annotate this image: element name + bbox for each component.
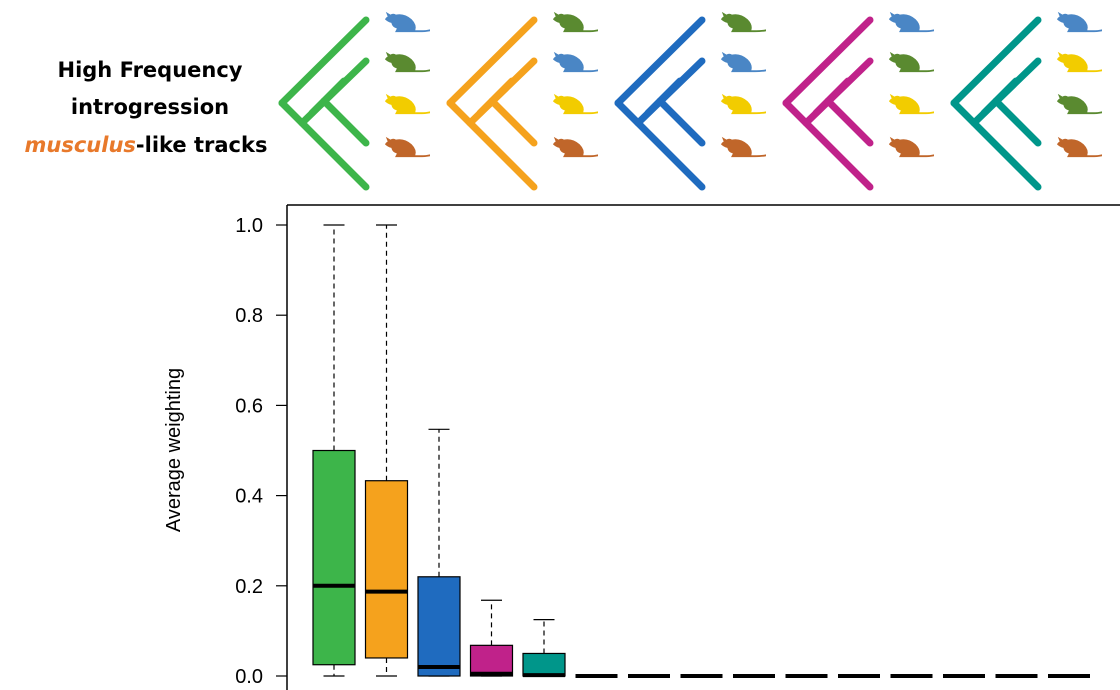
mouse-icon bbox=[720, 51, 766, 73]
tree-branch bbox=[644, 77, 684, 117]
mouse-icon bbox=[552, 93, 598, 115]
y-axis-label: Average weighting bbox=[163, 368, 185, 532]
mouse-icon bbox=[720, 11, 766, 33]
mouse-icon bbox=[384, 11, 430, 33]
tree-icon bbox=[278, 11, 430, 191]
mouse-icon bbox=[552, 51, 598, 73]
tree-branch bbox=[782, 99, 874, 191]
tree-branch bbox=[656, 97, 706, 147]
tree-icon bbox=[446, 11, 598, 191]
box bbox=[417, 576, 461, 677]
tree-branch bbox=[476, 77, 516, 117]
y-tick-label: 0.8 bbox=[235, 305, 263, 327]
mouse-icon bbox=[552, 136, 598, 158]
tree-icon bbox=[614, 11, 766, 191]
title-line: introgression bbox=[71, 95, 229, 119]
box bbox=[364, 480, 409, 659]
mouse-icon bbox=[384, 136, 430, 158]
tree-branch bbox=[614, 99, 706, 191]
title-emphasis: musculus bbox=[25, 133, 136, 157]
y-tick-label: 0.0 bbox=[235, 666, 263, 688]
mouse-icon bbox=[1056, 136, 1102, 158]
mouse-icon bbox=[384, 93, 430, 115]
tree-icon bbox=[782, 11, 934, 191]
tree-branch bbox=[824, 97, 874, 147]
tree-branch bbox=[446, 99, 538, 191]
tree-branch bbox=[992, 97, 1042, 147]
tree-branch bbox=[980, 77, 1020, 117]
mouse-icon bbox=[720, 136, 766, 158]
tree-branch bbox=[488, 97, 538, 147]
mouse-icon bbox=[888, 136, 934, 158]
mouse-icon bbox=[384, 51, 430, 73]
mouse-icon bbox=[888, 93, 934, 115]
mouse-icon bbox=[1056, 51, 1102, 73]
tree-branch bbox=[308, 77, 348, 117]
mouse-icon bbox=[720, 93, 766, 115]
y-tick-label: 1.0 bbox=[235, 215, 263, 237]
box bbox=[312, 449, 356, 666]
tree-icons bbox=[278, 11, 1102, 191]
mouse-icon bbox=[1056, 11, 1102, 33]
mouse-icon bbox=[888, 11, 934, 33]
tree-branch bbox=[782, 16, 874, 107]
mouse-icon bbox=[552, 11, 598, 33]
mouse-icon bbox=[888, 51, 934, 73]
mouse-icon bbox=[1056, 93, 1102, 115]
box bbox=[469, 644, 514, 677]
tree-branch bbox=[278, 99, 370, 191]
tree-branch bbox=[320, 97, 370, 147]
y-tick-label: 0.2 bbox=[235, 576, 263, 598]
tree-branch bbox=[614, 16, 706, 107]
tree-branch bbox=[812, 77, 852, 117]
title-suffix: -like tracks bbox=[136, 133, 268, 157]
title-line: High Frequency bbox=[58, 58, 243, 82]
tree-icon bbox=[950, 11, 1102, 191]
title-line: musculus-like tracks bbox=[25, 133, 268, 157]
tree-branch bbox=[446, 16, 538, 107]
tree-branch bbox=[278, 16, 370, 107]
y-tick-label: 0.6 bbox=[235, 395, 263, 417]
y-tick-label: 0.4 bbox=[235, 486, 263, 508]
tree-branch bbox=[950, 16, 1042, 107]
box bbox=[522, 652, 566, 677]
tree-branch bbox=[950, 99, 1042, 191]
